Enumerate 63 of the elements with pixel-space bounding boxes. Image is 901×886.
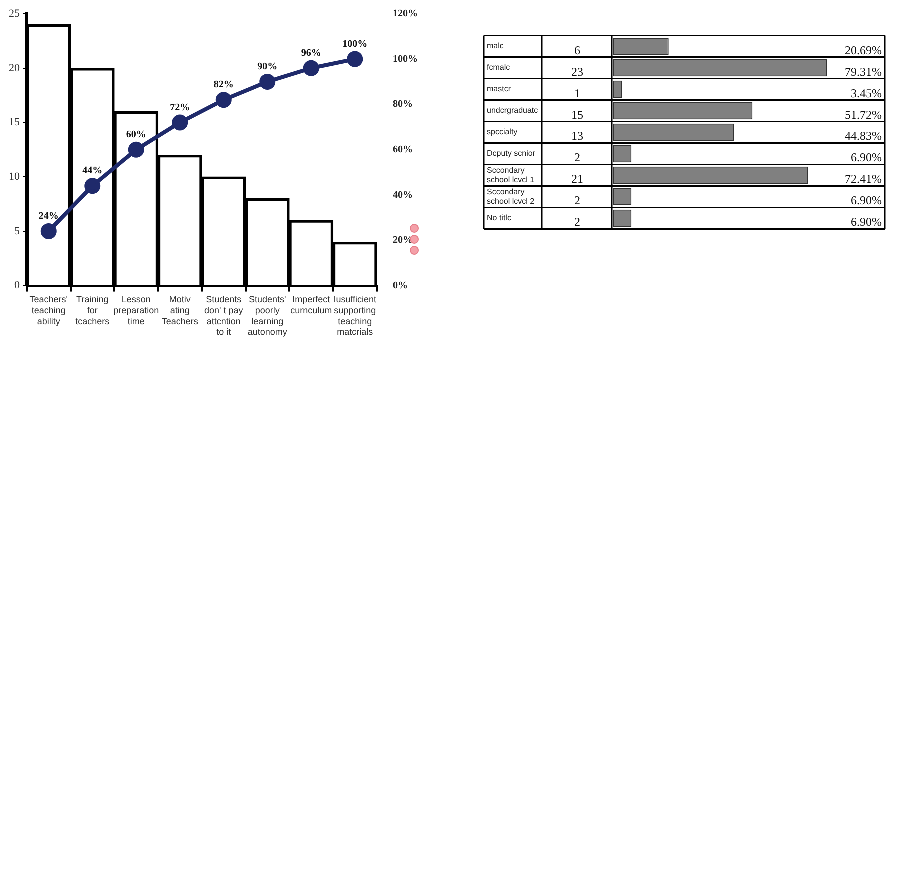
text: 2 — [574, 150, 580, 165]
data-label: 24% — [38, 211, 59, 222]
text: 13 — [572, 129, 584, 144]
data-label: 6.90% — [851, 215, 882, 230]
data-label: 100% — [342, 38, 368, 50]
text: 21 — [572, 172, 584, 186]
text: 2 — [574, 215, 580, 230]
x-tick-label: Imperfect curnculum — [290, 294, 332, 316]
data-label: 72% — [170, 102, 190, 114]
data-label: 60% — [126, 129, 146, 140]
text: 2 — [574, 194, 580, 208]
data-label: 6.90% — [851, 194, 882, 208]
text: 23 — [572, 64, 584, 79]
y-tick-label: No titlc — [487, 214, 512, 223]
text: 1 — [574, 86, 580, 100]
y-tick-label: spccialty — [487, 128, 518, 137]
point — [84, 178, 101, 194]
point — [40, 223, 57, 240]
y-tick-label: 10 — [9, 170, 20, 183]
y-tick-label: 0 — [14, 280, 20, 292]
y-tick-label: Sccondary school lcvcl 2 — [487, 187, 536, 206]
y2-tick-label: 0% — [393, 280, 408, 292]
data-label: 3.45% — [851, 86, 882, 100]
text: 6 — [574, 43, 580, 58]
text: 15 — [572, 108, 584, 122]
point — [347, 51, 364, 68]
data-label: 79.31% — [845, 64, 882, 79]
y-tick-label: fcmalc — [487, 63, 510, 72]
y-tick-label: 25 — [9, 8, 20, 20]
y-tick-label: mastcr — [487, 84, 512, 94]
y-tick-label: 20 — [9, 62, 20, 74]
point — [303, 60, 320, 76]
y2-tick-label: 100% — [393, 54, 418, 65]
x-tick-label: Students don' t pay attcntion to it — [204, 294, 244, 338]
data-label: 44% — [82, 166, 103, 177]
data-label: 44.83% — [845, 129, 882, 144]
data-label: 51.72% — [845, 108, 882, 122]
data-label: 96% — [301, 48, 322, 59]
y2-tick-label: 40% — [393, 190, 413, 201]
point — [128, 142, 144, 158]
y2-tick-label: 80% — [393, 99, 413, 110]
point — [216, 92, 232, 108]
y2-tick-label: 60% — [393, 144, 413, 156]
y-tick-label: 15 — [9, 116, 20, 129]
x-tick-label: Lesson preparation time — [114, 294, 160, 326]
data-label: 6.90% — [851, 150, 882, 165]
y-tick-label: malc — [487, 42, 504, 51]
y-tick-label: 5 — [14, 225, 20, 238]
x-tick-label: Teachers' teaching ability — [30, 294, 68, 326]
data-label: 72.41% — [845, 172, 882, 186]
data-label: 90% — [258, 62, 278, 73]
data-label: 20.69% — [845, 43, 882, 58]
x-tick-label: Training for tcachers — [76, 294, 110, 326]
x-tick-label: Motiv ating Teachers — [162, 294, 199, 326]
y-tick-label: undcrgraduatc — [487, 106, 538, 116]
y2-tick-label: 120% — [393, 8, 418, 20]
data-label: 82% — [214, 80, 234, 91]
point — [260, 74, 276, 90]
point — [172, 114, 188, 131]
x-tick-label: Students' poorly learning autonomy — [248, 294, 288, 338]
y-tick-label: Sccondary school lcvcl 1 — [487, 166, 536, 184]
y-tick-label: Dcputy scnior — [487, 149, 536, 158]
x-tick-label: Iusufficient supporting teaching matcrials — [334, 294, 378, 338]
